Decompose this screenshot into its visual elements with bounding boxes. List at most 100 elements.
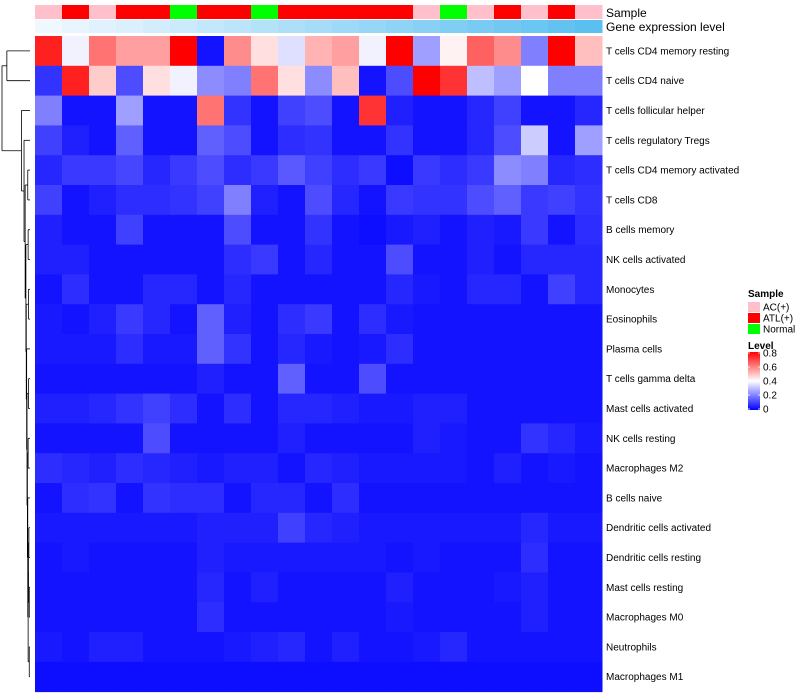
heatmap-cell (89, 304, 117, 335)
gene-expression-cell (575, 20, 603, 33)
heatmap-cell (332, 214, 360, 246)
heatmap-cell (332, 423, 360, 454)
row-label: Dendritic cells resting (606, 553, 701, 564)
heatmap-cell (467, 274, 495, 305)
sample-legend-swatch (748, 302, 760, 312)
heatmap-cell (467, 661, 495, 693)
heatmap-cell (521, 304, 549, 335)
heatmap-cell (575, 155, 603, 186)
heatmap-cell (62, 602, 90, 633)
heatmap-cell (521, 453, 549, 484)
heatmap-cell (251, 304, 279, 335)
heatmap-cell (89, 334, 117, 365)
heatmap-cell (575, 542, 603, 573)
heatmap-cell (278, 244, 306, 275)
heatmap-cell (224, 632, 252, 663)
heatmap-cell (575, 453, 603, 484)
heatmap-cell (494, 512, 522, 544)
heatmap-cell (278, 542, 306, 573)
heatmap-cell (467, 512, 495, 544)
heatmap-cell (359, 393, 387, 424)
heatmap-cell (548, 542, 576, 573)
heatmap-cell (305, 125, 333, 156)
heatmap-cell (62, 661, 90, 693)
heatmap-cell (575, 512, 603, 544)
heatmap-cell (251, 661, 279, 693)
heatmap-cell (89, 542, 117, 573)
heatmap-cell (413, 512, 441, 544)
heatmap-cell (251, 274, 279, 305)
heatmap-cell (521, 363, 549, 395)
heatmap-cell (440, 632, 468, 663)
heatmap-cell (548, 95, 576, 126)
heatmap-cell (359, 185, 387, 216)
heatmap-cell (386, 244, 414, 275)
heatmap-cell (251, 155, 279, 186)
heatmap-cell (521, 274, 549, 305)
heatmap-cell (197, 632, 225, 663)
heatmap-cell (359, 304, 387, 335)
heatmap-cell (494, 125, 522, 156)
heatmap-cell (278, 572, 306, 603)
heatmap-cell (35, 363, 63, 395)
row-label: T cells CD4 memory activated (606, 166, 739, 177)
heatmap-cell (386, 661, 414, 693)
heatmap-cell (359, 125, 387, 156)
heatmap-cell (494, 214, 522, 246)
heatmap-cell (278, 304, 306, 335)
heatmap-cell (548, 214, 576, 246)
heatmap-cell (143, 632, 171, 663)
heatmap-cell (521, 483, 549, 514)
row-label: T cells follicular helper (606, 106, 705, 117)
heatmap-cell (575, 393, 603, 424)
heatmap-cell (494, 244, 522, 275)
heatmap-cell (89, 125, 117, 156)
heatmap-cell (440, 423, 468, 454)
heatmap-cell (62, 274, 90, 305)
heatmap-cell (575, 36, 603, 67)
heatmap-cell (494, 393, 522, 424)
heatmap-cell (440, 304, 468, 335)
heatmap-cell (143, 125, 171, 156)
heatmap-cell (197, 363, 225, 395)
heatmap-cell (143, 334, 171, 365)
heatmap-cell (170, 304, 198, 335)
heatmap-cell (386, 334, 414, 365)
heatmap-cell (116, 393, 144, 424)
heatmap-cell (332, 512, 360, 544)
heatmap-cell (35, 244, 63, 275)
heatmap-cell (548, 363, 576, 395)
heatmap-cell (494, 155, 522, 186)
heatmap-cell (224, 185, 252, 216)
heatmap-cell (170, 661, 198, 693)
heatmap-cell (89, 185, 117, 216)
heatmap-cell (359, 155, 387, 186)
heatmap-cell (89, 632, 117, 663)
heatmap-cell (251, 542, 279, 573)
heatmap-cell (467, 572, 495, 603)
heatmap-cell (89, 274, 117, 305)
row-label: T cells CD4 naive (606, 76, 685, 87)
heatmap-cell (278, 185, 306, 216)
sample-annotation-cell (467, 5, 495, 19)
heatmap-cell (143, 512, 171, 544)
heatmap-cell (116, 244, 144, 275)
heatmap-cell (305, 661, 333, 693)
row-label: B cells memory (606, 225, 674, 236)
heatmap-cell (224, 661, 252, 693)
heatmap-cell (143, 423, 171, 454)
heatmap-cell (170, 423, 198, 454)
heatmap-cell (143, 214, 171, 246)
heatmap-cell (548, 36, 576, 67)
heatmap-cell (35, 214, 63, 246)
heatmap-cell (305, 393, 333, 424)
heatmap-cell (62, 304, 90, 335)
heatmap-cell (224, 214, 252, 246)
heatmap-cell (548, 393, 576, 424)
heatmap-cell (251, 423, 279, 454)
heatmap-cell (35, 274, 63, 305)
heatmap-cell (440, 274, 468, 305)
row-label: Macrophages M0 (606, 613, 684, 624)
sample-annotation-title: Sample (606, 6, 647, 20)
heatmap-cell (386, 363, 414, 395)
